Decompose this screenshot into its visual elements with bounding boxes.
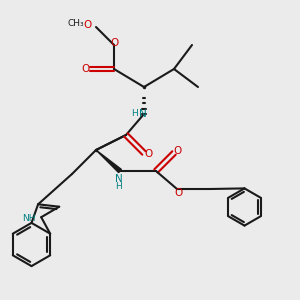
Text: H: H (131, 110, 138, 118)
Text: N: N (139, 109, 146, 119)
Text: H: H (115, 182, 122, 191)
Text: O: O (173, 146, 182, 157)
Text: O: O (83, 20, 92, 31)
Polygon shape (96, 150, 122, 172)
Text: O: O (174, 188, 183, 199)
Text: CH₃: CH₃ (68, 19, 85, 28)
Text: NH: NH (22, 214, 36, 223)
Text: O: O (81, 64, 90, 74)
Text: O: O (110, 38, 119, 49)
Text: O: O (144, 149, 153, 160)
Text: N: N (115, 174, 122, 184)
